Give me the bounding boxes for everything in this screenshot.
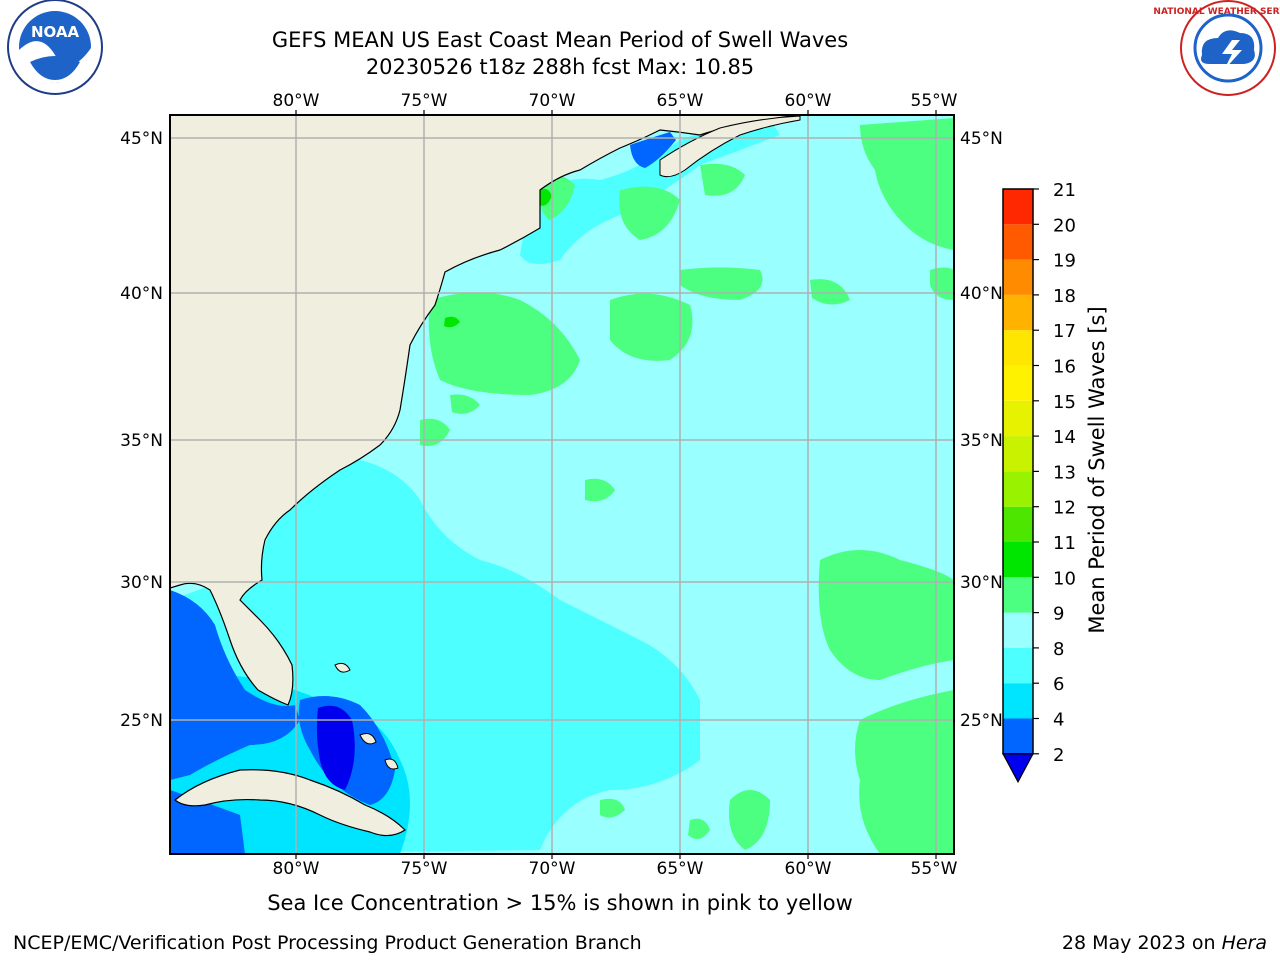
lat-label-left: 45°N	[120, 129, 163, 149]
colorbar-band	[1003, 542, 1033, 578]
swell-zone-2-4	[170, 590, 300, 780]
colorbar-band	[1003, 400, 1033, 437]
map-subtitle: 20230526 t18z 288h fcst Max: 10.85	[365, 55, 755, 79]
lat-label-left: 25°N	[120, 711, 163, 731]
swell-zone-9-10	[444, 188, 552, 328]
lat-label-left: 30°N	[120, 573, 163, 593]
lon-label-top: 70°W	[529, 91, 576, 111]
nws-logo-text: NATIONAL WEATHER SERVICE	[1153, 7, 1280, 17]
colorbar-band	[1003, 189, 1033, 225]
colorbar-band	[1003, 577, 1033, 613]
colorbar-tick-label: 2	[1053, 745, 1064, 766]
land-cuba	[174, 769, 406, 837]
noaa-logo-text: NOAA	[31, 23, 80, 41]
lon-label-top: 75°W	[401, 91, 448, 111]
colorbar-band	[1003, 259, 1033, 295]
lon-label-bottom: 70°W	[529, 859, 576, 879]
lat-label-right: 40°N	[960, 284, 1003, 304]
colorbar-band	[1003, 612, 1033, 648]
lon-label-top: 65°W	[657, 91, 704, 111]
lat-label-right: 45°N	[960, 129, 1003, 149]
swell-zone-2-4-gulf-maine	[630, 132, 676, 168]
lat-label-right: 30°N	[960, 573, 1003, 593]
lon-label-bottom: 60°W	[785, 859, 832, 879]
colorbar-band	[1003, 330, 1033, 366]
colorbar-label: Mean Period of Swell Waves [s]	[1085, 306, 1109, 634]
lat-label-left: 35°N	[120, 431, 163, 451]
map-area	[170, 115, 954, 854]
lon-labels-top: 80°W 75°W 70°W 65°W 60°W 55°W	[273, 91, 958, 111]
lat-label-right: 35°N	[960, 431, 1003, 451]
land-bahamas	[334, 662, 399, 770]
colorbar-tick-label: 17	[1053, 321, 1076, 342]
colorbar-tick-label: 21	[1053, 180, 1076, 201]
lon-label-bottom: 65°W	[657, 859, 704, 879]
colorbar-tick-label: 6	[1053, 674, 1064, 695]
credit-host: Hera	[1221, 932, 1267, 954]
map-title: GEFS MEAN US East Coast Mean Period of S…	[271, 28, 849, 52]
land-nova-scotia	[659, 115, 801, 178]
credit-right: 28 May 2023 on Hera	[1062, 932, 1267, 954]
lon-label-top: 80°W	[273, 91, 320, 111]
lon-label-bottom: 75°W	[401, 859, 448, 879]
colorbar-tick-label: 8	[1053, 639, 1064, 660]
nws-logo: NATIONAL WEATHER SERVICE	[1153, 0, 1280, 96]
lat-label-right: 25°N	[960, 711, 1003, 731]
swell-zone-under-2	[316, 705, 355, 790]
colorbar-band	[1003, 718, 1033, 754]
noaa-logo: NOAA	[7, 0, 103, 95]
colorbar-band	[1003, 647, 1033, 684]
colorbar-tick-label: 9	[1053, 604, 1064, 625]
colorbar-band	[1003, 365, 1033, 401]
lon-label-bottom: 55°W	[911, 859, 958, 879]
lon-label-top: 60°W	[785, 91, 832, 111]
colorbar-tick-label: 11	[1053, 533, 1076, 554]
colorbar-tick-label: 4	[1053, 710, 1064, 731]
colorbar-tick-label: 12	[1053, 498, 1076, 519]
lat-label-left: 40°N	[120, 284, 163, 304]
colorbar-tick-label: 19	[1053, 251, 1076, 272]
lon-label-bottom: 80°W	[273, 859, 320, 879]
land-north-america	[170, 115, 801, 706]
colorbar-tick-label: 10	[1053, 568, 1076, 589]
colorbar-extend-arrow	[1001, 753, 1035, 784]
colorbar-tick-label: 20	[1053, 215, 1076, 236]
colorbar-tick-label: 18	[1053, 286, 1076, 307]
graticule	[170, 115, 954, 854]
credit-date: 28 May 2023 on	[1061, 932, 1216, 954]
lat-labels-right: 45°N 40°N 35°N 30°N 25°N	[960, 129, 1003, 731]
map-ticks	[295, 110, 937, 859]
credit-left: NCEP/EMC/Verification Post Processing Pr…	[13, 932, 642, 954]
colorbar-tick-label: 13	[1053, 462, 1076, 483]
colorbar-band	[1003, 294, 1033, 331]
lon-labels-bottom: 80°W 75°W 70°W 65°W 60°W 55°W	[273, 859, 958, 879]
colorbar: 2 4 6 8 9 10 11 12 13 14 15 16 17 18 19 20 21	[1001, 180, 1076, 784]
sea-ice-note: Sea Ice Concentration > 15% is shown in …	[267, 891, 853, 915]
colorbar-tick-label: 16	[1053, 357, 1076, 378]
map-frame	[169, 114, 955, 855]
colorbar-tick-label: 15	[1053, 392, 1076, 413]
colorbar-band	[1003, 506, 1033, 542]
colorbar-band	[1003, 683, 1033, 719]
colorbar-band	[1003, 224, 1033, 260]
colorbar-band	[1003, 436, 1033, 472]
colorbar-band	[1003, 471, 1033, 507]
lon-label-top: 55°W	[911, 91, 958, 111]
colorbar-tick-label: 14	[1053, 427, 1076, 448]
lat-labels-left: 45°N 40°N 35°N 30°N 25°N	[120, 129, 163, 731]
